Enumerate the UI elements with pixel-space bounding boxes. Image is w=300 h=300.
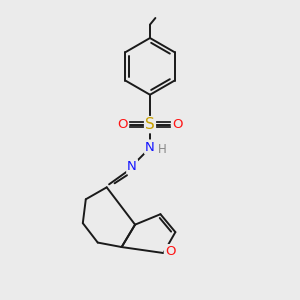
Text: O: O [165,245,175,258]
Text: H: H [158,143,167,156]
Text: O: O [172,118,183,131]
Text: O: O [117,118,128,131]
Text: S: S [145,117,155,132]
Text: N: N [127,160,137,173]
Text: N: N [145,140,155,154]
